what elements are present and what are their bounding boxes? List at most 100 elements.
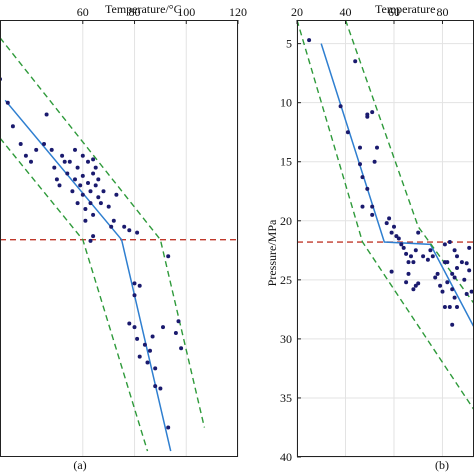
panel-b-data-point-35	[416, 281, 421, 286]
panel-a-data-point-3	[18, 142, 23, 146]
panel-b-data-point-27	[411, 260, 416, 265]
panel-a-x-axis-title: Temperature/°C	[105, 2, 182, 16]
panel-a-data-point-5	[29, 159, 33, 164]
panel-b-data-point-9	[370, 110, 375, 115]
panel-b-y-tick-label-35: 35	[280, 391, 292, 405]
panel-a-data-point-57	[150, 334, 155, 339]
panel-b-data-point-48	[455, 254, 459, 259]
panel-a-data-point-19	[73, 177, 77, 182]
panel-a-data-point-60	[158, 386, 163, 391]
panel-a-data-point-48	[135, 230, 140, 235]
panel-a-lines	[0, 37, 206, 452]
panel-a-data-point-30	[88, 201, 93, 206]
panel-b-data-point-1	[353, 59, 358, 64]
panel-a-data-point-62	[166, 254, 171, 259]
panel-a-frame	[0, 20, 238, 457]
panel-b-data-point-8	[360, 175, 365, 180]
panel-a-data-point-8	[44, 112, 49, 117]
panel-b-label: (b)	[435, 458, 449, 472]
panel-b-y-axis-title: Pressure/MPa	[265, 219, 279, 286]
panel-a-data-point-14	[62, 159, 67, 164]
panel-b-data-point-52	[464, 292, 469, 296]
panel-b-data-point-18	[389, 230, 394, 235]
panel-b-data-point-50	[459, 260, 464, 265]
panel-b-x-tick-label-40: 40	[339, 5, 351, 19]
panel-b-data-point-13	[360, 204, 365, 209]
panel-a-envelope-line-2	[0, 137, 149, 452]
panel-a-data-point-25	[80, 192, 85, 197]
panel-b-data-point-46	[450, 287, 455, 292]
panel-b-data-point-57	[450, 271, 455, 276]
panel-a-x-tick-label-100: 100	[177, 5, 195, 19]
panel-b-grid	[296, 20, 474, 458]
panel-a-data-point-24	[80, 173, 85, 178]
panel-b-ticks: 20 40 60 80 5 10 15 20 25 30 35 40	[280, 5, 448, 464]
panel-b-x-tick-label-80: 80	[436, 5, 448, 19]
panel-b-data-point-24	[404, 251, 409, 256]
panel-b-x-tick-label-60: 60	[388, 5, 400, 19]
panel-a-data-point-61	[161, 325, 165, 330]
panel-b-data-point-55	[442, 242, 447, 247]
panel-b-data-point-59	[455, 305, 459, 309]
panel-a: 60 80 100 120 Temperature/°C (a)	[0, 2, 247, 472]
panel-a-data-point-11	[54, 177, 59, 182]
panel-a-data-point-51	[132, 325, 137, 330]
panel-b-data-point-39	[430, 254, 435, 259]
panel-b-data-point-16	[384, 221, 389, 226]
panel-a-data-point-45	[127, 228, 132, 233]
panel-b-data-point-32	[406, 271, 411, 276]
panel-a-data-point-13	[60, 153, 65, 158]
panel-a-data-point-33	[91, 212, 96, 217]
panel-b-data-point-11	[375, 145, 379, 150]
panel-b-data-point-49	[455, 266, 459, 270]
panel-b-y-tick-label-25: 25	[280, 273, 292, 287]
panel-b-data-point-62	[450, 322, 455, 327]
panel-a-data-point-40	[106, 204, 111, 209]
panel-a-data-point-23	[80, 153, 85, 158]
panel-b-data-point-25	[406, 260, 411, 265]
panel-a-data-point-1	[5, 100, 10, 105]
panel-a-label: (a)	[73, 458, 86, 472]
panel-a-data-point-10	[52, 165, 57, 170]
panel-a-data-point-58	[153, 366, 158, 371]
panel-b-data-point-10	[372, 159, 377, 164]
panel-b-data-point-3	[365, 114, 370, 119]
panel-a-data-point-32	[91, 171, 96, 176]
panel-a-points	[0, 77, 184, 430]
panel-b-x-axis-title: Temperature	[375, 2, 435, 16]
panel-a-data-point-9	[49, 147, 54, 152]
panel-b-data-point-42	[438, 283, 443, 288]
panel-b-data-point-43	[440, 289, 445, 294]
panel-a-trend-line-0	[4, 99, 172, 452]
panel-a-data-point-66	[179, 346, 184, 351]
panel-a-data-point-46	[132, 281, 137, 286]
panel-a-data-point-43	[114, 192, 119, 197]
panel-a-data-point-17	[70, 189, 75, 194]
panel-a-data-point-6	[34, 147, 39, 152]
panel-b-data-point-22	[399, 242, 404, 247]
panel-b-data-point-56	[447, 240, 452, 244]
panel-b-data-point-29	[416, 230, 421, 235]
panel-a-data-point-20	[75, 165, 80, 170]
panel-a-data-point-34	[93, 165, 98, 170]
panel-a-data-point-36	[96, 177, 101, 182]
panel-b-data-point-38	[428, 248, 433, 253]
panel-a-data-point-38	[98, 201, 103, 206]
panel-a-data-point-64	[173, 331, 178, 335]
panel-b-data-point-0	[307, 38, 312, 43]
panel-b-data-point-47	[452, 248, 457, 253]
panel-a-data-point-50	[127, 321, 132, 326]
panel-b-data-point-37	[425, 257, 430, 262]
panel-a-data-point-26	[83, 207, 88, 211]
panel-b-points	[307, 38, 474, 327]
panel-b-data-point-63	[445, 280, 450, 285]
panel-b-data-point-12	[365, 186, 370, 191]
panel-b-data-point-23	[401, 245, 406, 250]
panel-b-data-point-64	[452, 275, 457, 280]
panel-a-data-point-29	[88, 189, 93, 194]
panel-a-data-point-2	[10, 124, 15, 129]
panel-a-data-point-56	[148, 348, 152, 353]
panel-b-plot-frame	[297, 20, 474, 457]
panel-b-y-tick-label-10: 10	[280, 96, 292, 110]
